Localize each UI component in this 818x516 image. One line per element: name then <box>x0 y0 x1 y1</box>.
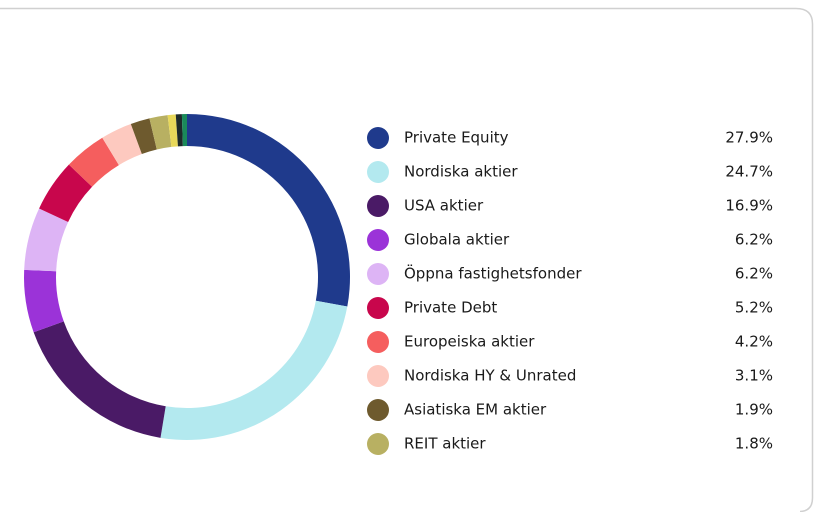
legend-swatch <box>367 263 389 285</box>
legend-label: Öppna fastighetsfonder <box>404 264 582 283</box>
legend-value: 1.9% <box>735 401 773 419</box>
donut-slice <box>33 321 166 438</box>
legend-value: 24.7% <box>725 163 773 181</box>
legend-swatch <box>367 297 389 319</box>
legend-value: 1.8% <box>735 435 773 453</box>
legend-label: Private Debt <box>404 299 497 317</box>
donut-slice <box>130 118 157 155</box>
legend-swatch <box>367 365 389 387</box>
legend-value: 27.9% <box>725 129 773 147</box>
legend-value: 6.2% <box>735 265 773 283</box>
donut-slice <box>24 208 69 272</box>
legend-label: REIT aktier <box>404 435 486 453</box>
donut-slice <box>167 114 178 147</box>
legend-value: 3.1% <box>735 367 773 385</box>
donut-slice <box>149 115 172 150</box>
legend-label: USA aktier <box>404 197 484 215</box>
legend-value: 6.2% <box>735 231 773 249</box>
donut-slice <box>39 164 93 222</box>
donut-slice <box>23 269 64 333</box>
legend-swatch <box>367 331 389 353</box>
donut-slice <box>187 114 351 307</box>
donut-slice <box>68 137 119 187</box>
donut-slice <box>160 300 348 441</box>
legend-label: Nordiska aktier <box>404 163 518 181</box>
card-border <box>0 7 814 513</box>
legend-value: 4.2% <box>735 333 773 351</box>
legend-label: Private Equity <box>404 129 509 147</box>
legend-label: Asiatiska EM aktier <box>404 401 547 419</box>
legend-swatch <box>367 127 389 149</box>
donut-slice <box>102 123 142 166</box>
legend-value: 5.2% <box>735 299 773 317</box>
legend-swatch <box>367 229 389 251</box>
legend-swatch <box>367 161 389 183</box>
donut-slice <box>175 114 183 147</box>
legend-label: Europeiska aktier <box>404 333 535 351</box>
legend-value: 16.9% <box>725 197 773 215</box>
legend-label: Globala aktier <box>404 231 510 249</box>
donut-slice <box>181 114 187 147</box>
legend-label: Nordiska HY & Unrated <box>404 367 576 385</box>
legend-swatch <box>367 433 389 455</box>
legend-swatch <box>367 399 389 421</box>
legend-swatch <box>367 195 389 217</box>
